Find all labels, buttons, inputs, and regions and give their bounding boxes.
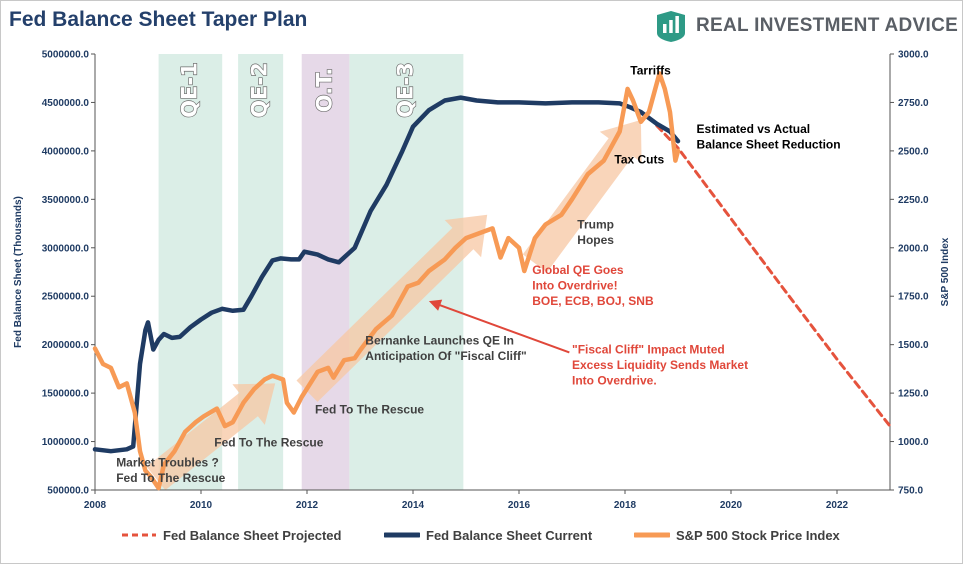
chart-area: QE-1 QE-2 O.T. QE-3 500000.0 1000000.0 150000… [13,50,951,512]
callout-arrow-head [428,299,443,311]
annotation-text: BOE, ECB, BOJ, SNB [532,294,654,308]
y2-tick-label: 2500.0 [898,146,929,157]
shaded-bands: QE-1 QE-2 O.T. QE-3 [158,54,464,490]
y-tick-label: 4500000.0 [42,98,90,109]
band-label: O.T. [313,68,337,112]
legend-label-projected: Fed Balance Sheet Projected [163,527,342,543]
y-tick-label: 3000000.0 [42,243,90,254]
annotation-text: Global QE Goes [532,263,624,277]
y2-tick-label: 3000.0 [898,50,929,61]
annotation-text: Hopes [577,233,614,247]
y2-tick-label: 1000.0 [898,437,929,448]
chart-title: Fed Balance Sheet Taper Plan [9,8,308,31]
annotation-text: Estimated vs Actual [697,122,811,136]
y2-axis-label: S&P 500 Index [940,237,951,306]
band-2 [301,54,350,490]
y-tick-label: 4000000.0 [42,146,90,157]
x-tick-label: 2008 [84,500,107,511]
series-projected-line [655,124,892,428]
x-tick-label: 2010 [190,500,213,511]
annotation-text: Fed To The Rescue [116,471,225,485]
brand-name: REAL INVESTMENT ADVICE [696,15,959,36]
band-label: QE-1 [177,62,201,118]
annotation-text: Tarriffs [630,63,671,77]
y2-tick-label: 1500.0 [898,340,929,351]
y2-tick-label: 750.0 [898,486,923,497]
band-label: QE-3 [393,62,417,118]
axes: 500000.0 1000000.0 1500000.0 2000000.0 25000… [13,50,951,512]
y-tick-label: 2500000.0 [42,292,90,303]
annotation-text: Balance Sheet Reduction [697,138,841,152]
y2-tick-label: 2000.0 [898,243,929,254]
series-sp500-line [92,71,681,491]
band-label: QE-2 [248,62,272,118]
y-axis-label: Fed Balance Sheet (Thousands) [13,196,24,348]
series-lines [92,71,892,491]
trend-arrow-0 [146,383,276,491]
legend-item-projected: Fed Balance Sheet Projected [121,524,341,546]
legend-item-sp500: S&P 500 Stock Price Index [634,524,840,546]
y2-tick-label: 1250.0 [898,389,929,400]
y2-tick-label: 1750.0 [898,292,929,303]
trend-arrow-2 [522,119,642,273]
annotation-text: Fed To The Rescue [214,435,323,449]
y2-tick-label: 2750.0 [898,98,929,109]
legend-label-current: Fed Balance Sheet Current [426,527,593,543]
annotation-text: Anticipation Of "Fiscal Cliff" [365,349,526,363]
annotation-text: Market Troubles ? [116,455,219,469]
brand-logo: REAL INVESTMENT ADVICE [654,9,958,43]
legend: Fed Balance Sheet Projected Fed Balance … [0,524,963,546]
callout-arrow-group [428,299,570,354]
y-tick-label: 1500000.0 [42,389,90,400]
annotation-text: Fed To The Rescue [315,402,424,416]
annotation-text: Bernanke Launches QE In [365,334,514,348]
y-tick-label: 2000000.0 [42,340,90,351]
x-tick-label: 2020 [720,500,743,511]
x-tick-label: 2022 [826,500,849,511]
legend-label-sp500: S&P 500 Stock Price Index [676,527,840,543]
annotations: Tarriffs Estimated vs Actual Balance Sheet… [116,63,840,485]
y-tick-label: 1000000.0 [42,437,90,448]
x-tick-label: 2016 [508,500,531,511]
annotation-text: Trump [577,217,614,231]
x-tick-label: 2018 [614,500,637,511]
x-tick-label: 2012 [296,500,319,511]
series-current-line [92,95,681,454]
annotation-text: Into Overdrive. [572,373,657,387]
chart-bars-icon [657,11,685,42]
y-tick-label: 5000000.0 [42,50,90,61]
annotation-text: Into Overdrive! [532,278,617,292]
annotation-text: Excess Liquidity Sends Market [572,358,748,372]
y2-tick-label: 2250.0 [898,195,929,206]
callout-arrow-line [436,303,570,354]
y-tick-label: 3500000.0 [42,195,90,206]
x-tick-label: 2014 [402,500,425,511]
legend-item-current: Fed Balance Sheet Current [384,524,592,546]
annotation-text: "Fiscal Cliff" Impact Muted [572,342,725,356]
annotation-text: Tax Cuts [614,152,664,166]
y-tick-label: 500000.0 [47,486,89,497]
